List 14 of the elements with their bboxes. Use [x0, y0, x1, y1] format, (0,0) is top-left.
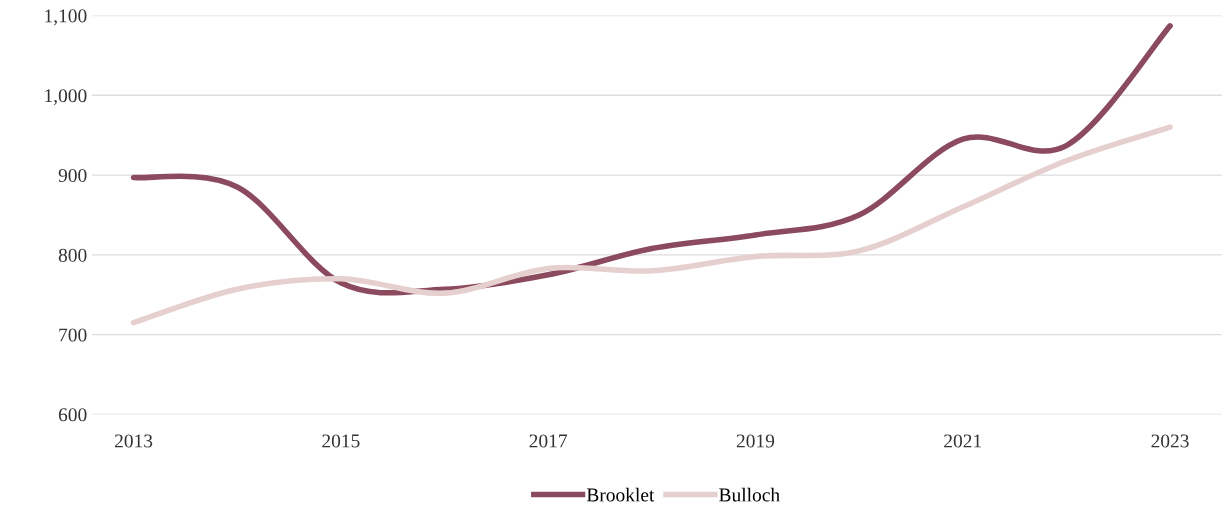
x-tick-label: 2017	[529, 434, 568, 448]
legend-label: Bulloch	[719, 487, 780, 502]
x-tick-label: 2015	[322, 434, 360, 448]
x-tick-label: 2019	[736, 434, 775, 448]
y-tick-label: 1,000	[45, 89, 87, 106]
y-tick-label: 900	[58, 168, 87, 183]
legend-label: Brooklet	[586, 487, 655, 502]
x-tick-label: 2013	[114, 434, 153, 448]
x-tick-label: 2023	[1151, 434, 1189, 448]
y-tick-label: 800	[58, 248, 87, 262]
y-tick-label: 600	[58, 408, 87, 422]
y-tick-label: 700	[59, 328, 87, 342]
x-tick-label: 2021	[944, 434, 982, 448]
y-tick-label: 1,100	[45, 9, 87, 26]
